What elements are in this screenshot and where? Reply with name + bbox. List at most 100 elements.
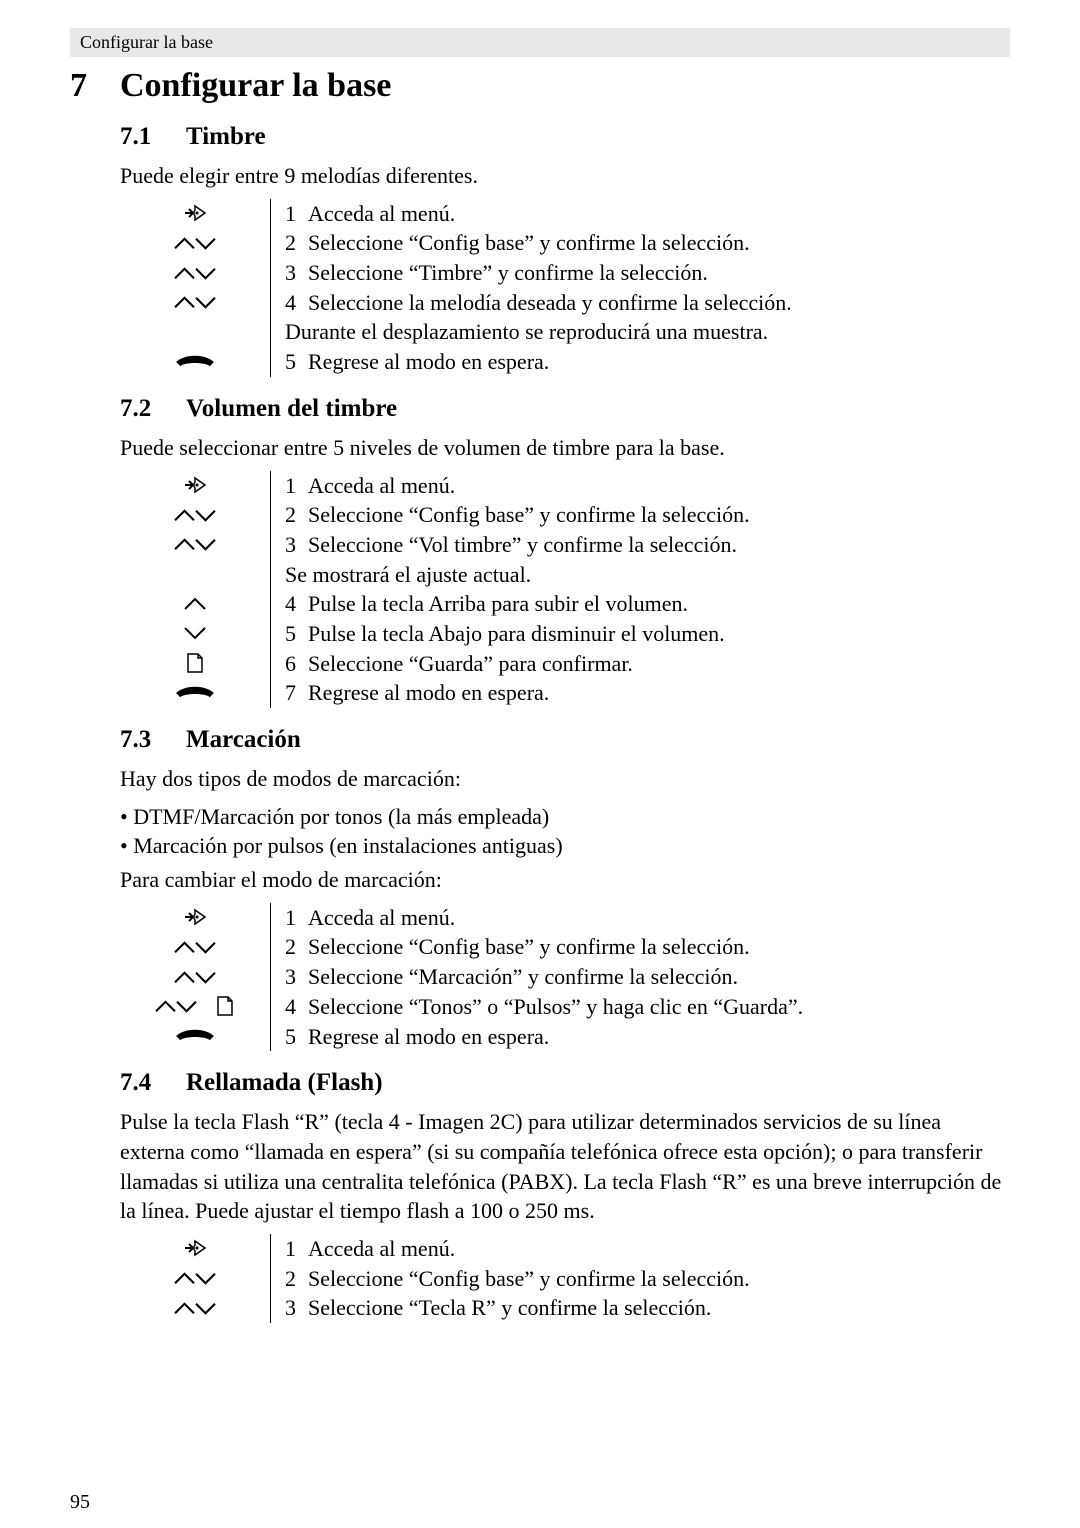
step-list: 1Acceda al menú.2Seleccione “Config base… — [120, 199, 1010, 377]
step-text: Pulse la tecla Arriba para subir el volu… — [300, 589, 1010, 619]
subsection-heading: 7.3Marcación — [120, 726, 1010, 754]
hangup-icon — [174, 1029, 216, 1043]
step-text: Regrese al modo en espera. — [300, 347, 1010, 377]
subsection-title: Timbre — [186, 123, 266, 150]
step-row: 4Seleccione “Tonos” o “Pulsos” y haga cl… — [120, 992, 1010, 1022]
step-number: 6 — [270, 649, 300, 679]
step-row: 3Seleccione “Tecla R” y confirme la sele… — [120, 1293, 1010, 1323]
up-down-icon — [174, 295, 216, 309]
up-down-page-icon — [155, 995, 235, 1017]
step-number: 2 — [270, 228, 300, 258]
step-number: 3 — [270, 530, 300, 560]
step-number: 7 — [270, 678, 300, 708]
subsection-heading: 7.1Timbre — [120, 123, 1010, 151]
hangup-icon — [174, 686, 216, 700]
step-row: 1Acceda al menú. — [120, 471, 1010, 501]
step-text: Seleccione “Config base” y confirme la s… — [300, 500, 1010, 530]
step-icon-cell — [120, 500, 270, 529]
subsection-number: 7.4 — [120, 1069, 186, 1097]
step-row: 5Pulse la tecla Abajo para disminuir el … — [120, 619, 1010, 649]
step-row: 2Seleccione “Config base” y confirme la … — [120, 500, 1010, 530]
step-icon-cell — [120, 903, 270, 932]
step-number: 5 — [270, 1022, 300, 1052]
step-row: 4Pulse la tecla Arriba para subir el vol… — [120, 589, 1010, 619]
step-number: 4 — [270, 589, 300, 619]
step-row: 4Seleccione la melodía deseada y confirm… — [120, 288, 1010, 318]
step-icon-cell — [120, 228, 270, 257]
page-number: 95 — [70, 1491, 90, 1514]
step-number: 5 — [270, 347, 300, 377]
step-text: Regrese al modo en espera. — [300, 678, 1010, 708]
step-number: 1 — [270, 471, 300, 501]
step-row: 3Seleccione “Vol timbre” y confirme la s… — [120, 530, 1010, 560]
menu-icon — [182, 1239, 208, 1257]
step-text: Pulse la tecla Abajo para disminuir el v… — [300, 619, 1010, 649]
step-icon-cell — [120, 992, 270, 1021]
step-text: Seleccione “Tonos” o “Pulsos” y haga cli… — [300, 992, 1010, 1022]
step-list: 1Acceda al menú.2Seleccione “Config base… — [120, 1234, 1010, 1323]
step-text: Regrese al modo en espera. — [300, 1022, 1010, 1052]
step-icon-cell — [120, 560, 270, 589]
up-down-icon — [174, 970, 216, 984]
step-row: 1Acceda al menú. — [120, 1234, 1010, 1264]
step-number: 3 — [270, 1293, 300, 1323]
step-icon-cell — [120, 258, 270, 287]
step-row: 1Acceda al menú. — [120, 903, 1010, 933]
menu-icon — [182, 908, 208, 926]
subsection-title: Rellamada (Flash) — [186, 1069, 383, 1096]
step-row: 7Regrese al modo en espera. — [120, 678, 1010, 708]
step-row: 3Seleccione “Timbre” y confirme la selec… — [120, 258, 1010, 288]
step-text: Acceda al menú. — [300, 471, 1010, 501]
step-list: 1Acceda al menú.2Seleccione “Config base… — [120, 903, 1010, 1051]
step-row: 2Seleccione “Config base” y confirme la … — [120, 228, 1010, 258]
step-icon-cell — [120, 678, 270, 707]
subsection-number: 7.1 — [120, 123, 186, 151]
step-icon-cell — [120, 1022, 270, 1051]
step-icon-cell — [120, 199, 270, 228]
step-text: Seleccione “Marcación” y confirme la sel… — [300, 962, 1010, 992]
step-text: Acceda al menú. — [300, 199, 1010, 229]
step-icon-cell — [120, 649, 270, 678]
menu-icon — [182, 476, 208, 494]
step-text: Acceda al menú. — [300, 1234, 1010, 1264]
list-item: DTMF/Marcación por tonos (la más emplead… — [120, 802, 1010, 832]
hangup-icon — [174, 355, 216, 369]
step-text: Seleccione “Config base” y confirme la s… — [300, 1264, 1010, 1294]
section-heading: 7Configurar la base — [70, 67, 1010, 105]
up-down-icon — [174, 940, 216, 954]
step-text: Seleccione “Timbre” y confirme la selecc… — [300, 258, 1010, 288]
step-row: 1Acceda al menú. — [120, 199, 1010, 229]
intro-text: Pulse la tecla Flash “R” (tecla 4 - Imag… — [120, 1107, 1010, 1226]
step-icon-cell — [120, 962, 270, 991]
step-note: Durante el desplazamiento se reproducirá… — [270, 317, 1010, 347]
bullet-list: DTMF/Marcación por tonos (la más emplead… — [120, 802, 1010, 861]
step-icon-cell — [120, 1234, 270, 1263]
section-title: Configurar la base — [120, 67, 391, 104]
step-row: 6Seleccione “Guarda” para confirmar. — [120, 649, 1010, 679]
step-icon-cell — [120, 1293, 270, 1322]
list-item: Marcación por pulsos (en instalaciones a… — [120, 831, 1010, 861]
subsection-heading: 7.2Volumen del timbre — [120, 395, 1010, 423]
step-row: 5Regrese al modo en espera. — [120, 1022, 1010, 1052]
up-icon — [183, 597, 207, 611]
step-row: Se mostrará el ajuste actual. — [120, 560, 1010, 590]
up-down-icon — [174, 266, 216, 280]
step-number: 1 — [270, 903, 300, 933]
step-row: Durante el desplazamiento se reproducirá… — [120, 317, 1010, 347]
step-number: 2 — [270, 932, 300, 962]
intro-text: Puede elegir entre 9 melodías diferentes… — [120, 161, 1010, 191]
up-down-icon — [174, 537, 216, 551]
document-page: Configurar la base 7Configurar la base 7… — [0, 0, 1080, 1528]
step-text: Acceda al menú. — [300, 903, 1010, 933]
subsection-number: 7.3 — [120, 726, 186, 754]
step-icon-cell — [120, 589, 270, 618]
up-down-icon — [174, 1301, 216, 1315]
up-down-icon — [174, 508, 216, 522]
up-down-icon — [174, 1271, 216, 1285]
step-text: Seleccione “Tecla R” y confirme la selec… — [300, 1293, 1010, 1323]
intro-text: Para cambiar el modo de marcación: — [120, 865, 1010, 895]
step-text: Seleccione la melodía deseada y confirme… — [300, 288, 1010, 318]
section-number: 7 — [70, 67, 120, 105]
subsection-title: Marcación — [186, 726, 301, 753]
down-icon — [183, 626, 207, 640]
